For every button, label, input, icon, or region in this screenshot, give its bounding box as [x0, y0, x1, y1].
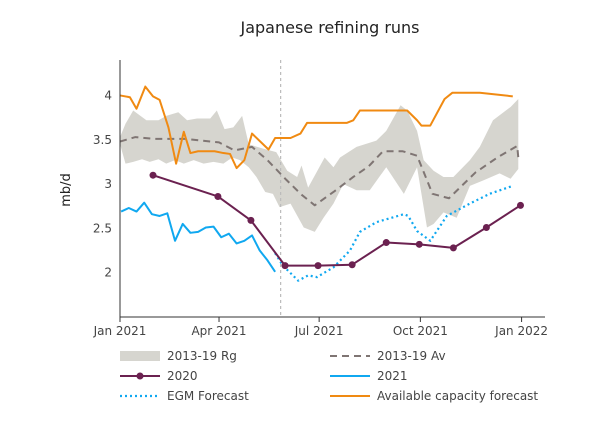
data-point-2020 [482, 223, 490, 231]
legend-item: 2013-19 Rg [120, 349, 237, 363]
x-tick-label: Jul 2021 [294, 324, 344, 338]
legend-item: Available capacity forecast [330, 389, 538, 403]
legend-swatch-marker [136, 372, 144, 380]
y-tick-label: 4 [104, 88, 112, 102]
x-tick-label: Jan 2021 [93, 324, 147, 338]
legend-label: Available capacity forecast [377, 389, 538, 403]
data-point-2020 [247, 216, 255, 224]
range-band [120, 98, 519, 232]
y-tick-label: 2 [104, 266, 112, 280]
x-tick-label: Apr 2021 [191, 324, 246, 338]
data-point-2020 [314, 262, 322, 270]
x-tick-label: Oct 2021 [393, 324, 448, 338]
axes: 2 2.5 3 3.5 4 Jan 2021 Apr 2021 Jul 2021 Oct 202… [93, 60, 548, 338]
series-line-egm-forecast [274, 184, 514, 282]
data-point-2020 [516, 201, 524, 209]
y-tick-label: 3.5 [93, 133, 112, 147]
legend: 2013-19 Rg 2013-19 Av 2020 2021 EGM Forecast… [120, 349, 538, 403]
series-line-2021 [120, 201, 276, 273]
legend-item: 2013-19 Av [330, 349, 446, 363]
legend-swatch-band [120, 351, 160, 361]
legend-label: EGM Forecast [167, 389, 249, 403]
data-point-2020 [214, 192, 222, 200]
data-point-2020 [281, 262, 289, 270]
plot-area [119, 60, 524, 317]
legend-item: EGM Forecast [120, 389, 249, 403]
data-point-2020 [415, 240, 423, 248]
y-axis-label: mb/d [59, 173, 74, 207]
y-tick-label: 2.5 [93, 221, 112, 235]
data-point-2020 [449, 244, 457, 252]
legend-label: 2013-19 Rg [167, 349, 237, 363]
chart-title: Japanese refining runs [239, 18, 419, 37]
legend-label: 2021 [377, 369, 408, 383]
y-tick-label: 3 [104, 177, 112, 191]
data-point-2020 [348, 261, 356, 269]
data-point-2020 [382, 239, 390, 247]
legend-item: 2021 [330, 369, 408, 383]
legend-item: 2020 [120, 369, 198, 383]
legend-label: 2020 [167, 369, 198, 383]
series-line-available-capacity-forecast [119, 85, 513, 170]
legend-label: 2013-19 Av [377, 349, 446, 363]
series-line-2013-19-av [119, 136, 520, 207]
x-tick-label: Jan 2022 [494, 324, 548, 338]
data-point-2020 [149, 171, 157, 179]
